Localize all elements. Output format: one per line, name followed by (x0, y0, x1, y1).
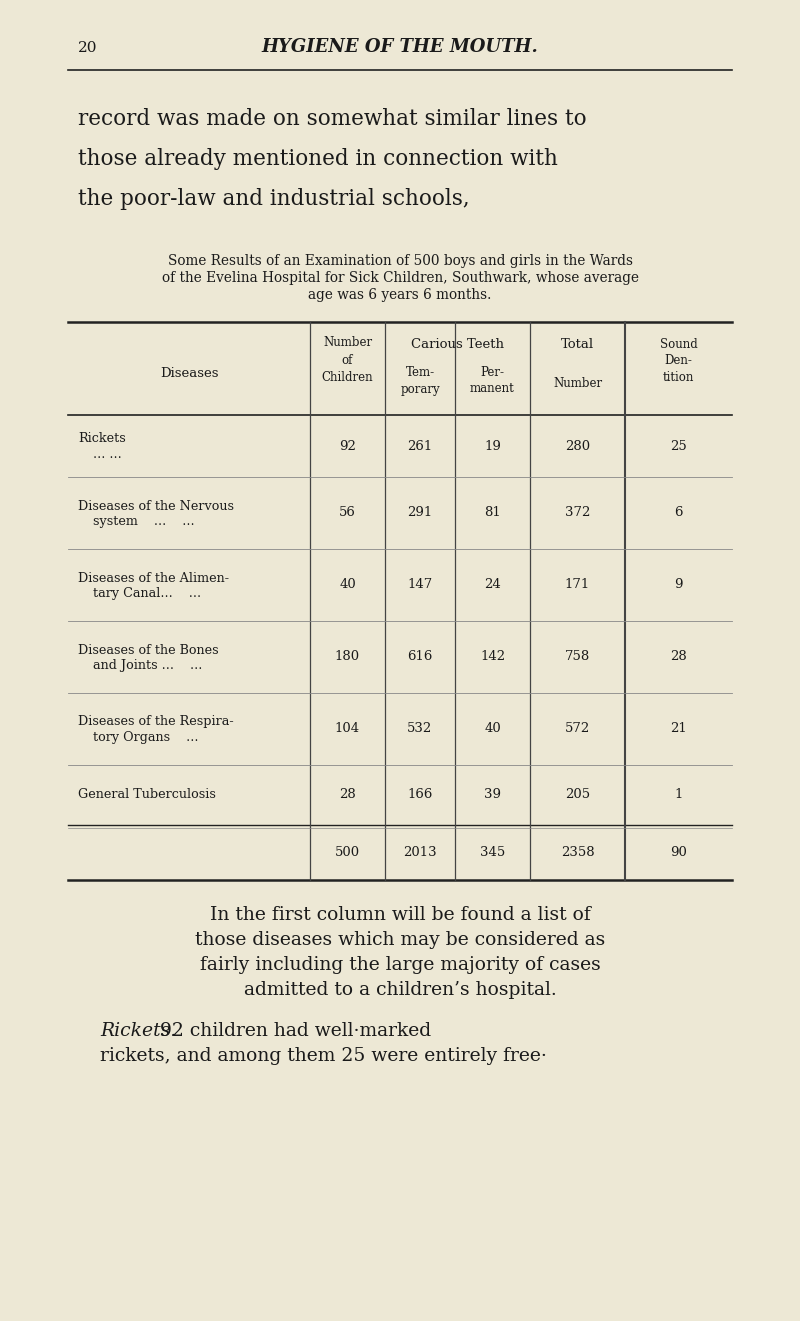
Text: General Tuberculosis: General Tuberculosis (78, 789, 216, 802)
Text: of the Evelina Hospital for Sick Children, Southwark, whose average: of the Evelina Hospital for Sick Childre… (162, 271, 638, 285)
Text: 372: 372 (565, 506, 590, 519)
Text: 291: 291 (407, 506, 433, 519)
Text: those diseases which may be considered as: those diseases which may be considered a… (195, 931, 605, 948)
Text: 56: 56 (339, 506, 356, 519)
Text: 205: 205 (565, 789, 590, 802)
Text: Diseases of the Nervous: Diseases of the Nervous (78, 499, 234, 513)
Text: record was made on somewhat similar lines to: record was made on somewhat similar line… (78, 108, 586, 129)
Text: Diseases of the Respira-: Diseases of the Respira- (78, 716, 234, 728)
Text: 25: 25 (670, 440, 687, 453)
Text: ... ...: ... ... (93, 449, 122, 461)
Text: 104: 104 (335, 723, 360, 736)
Text: age was 6 years 6 months.: age was 6 years 6 months. (308, 288, 492, 303)
Text: and Joints ...    ...: and Joints ... ... (93, 659, 202, 672)
Text: Number
of
Children: Number of Children (322, 336, 374, 384)
Text: 40: 40 (484, 723, 501, 736)
Text: tary Canal...    ...: tary Canal... ... (93, 588, 201, 601)
Text: Per-
manent: Per- manent (470, 366, 515, 395)
Text: 532: 532 (407, 723, 433, 736)
Text: 2358: 2358 (561, 845, 594, 859)
Text: 166: 166 (407, 789, 433, 802)
Text: 280: 280 (565, 440, 590, 453)
Text: admitted to a children’s hospital.: admitted to a children’s hospital. (244, 982, 556, 999)
Text: system    ...    ...: system ... ... (93, 515, 194, 528)
Text: Diseases of the Alimen-: Diseases of the Alimen- (78, 572, 229, 584)
Text: 92: 92 (339, 440, 356, 453)
Text: 90: 90 (670, 845, 687, 859)
Text: the poor-law and industrial schools,: the poor-law and industrial schools, (78, 188, 470, 210)
Text: 28: 28 (339, 789, 356, 802)
Text: Tem-
porary: Tem- porary (400, 366, 440, 395)
Text: 24: 24 (484, 579, 501, 592)
Text: fairly including the large majority of cases: fairly including the large majority of c… (200, 956, 600, 974)
Text: 19: 19 (484, 440, 501, 453)
Text: In the first column will be found a list of: In the first column will be found a list… (210, 906, 590, 923)
Text: 9: 9 (674, 579, 682, 592)
Text: tory Organs    ...: tory Organs ... (93, 732, 198, 745)
Text: 345: 345 (480, 845, 505, 859)
Text: 616: 616 (407, 650, 433, 663)
Text: 81: 81 (484, 506, 501, 519)
Text: 21: 21 (670, 723, 687, 736)
Text: Carious Teeth: Carious Teeth (411, 338, 504, 351)
Text: Diseases of the Bones: Diseases of the Bones (78, 643, 218, 657)
Text: 1: 1 (674, 789, 682, 802)
Text: 2013: 2013 (403, 845, 437, 859)
Text: 500: 500 (335, 845, 360, 859)
Text: 142: 142 (480, 650, 505, 663)
Text: 20: 20 (78, 41, 98, 55)
Text: 171: 171 (565, 579, 590, 592)
Text: Diseases: Diseases (160, 367, 218, 380)
Text: 572: 572 (565, 723, 590, 736)
Text: Some Results of an Examination of 500 boys and girls in the Wards: Some Results of an Examination of 500 bo… (167, 254, 633, 268)
Text: 147: 147 (407, 579, 433, 592)
Text: 180: 180 (335, 650, 360, 663)
Text: 28: 28 (670, 650, 687, 663)
Text: Rickets: Rickets (78, 432, 126, 445)
Text: 758: 758 (565, 650, 590, 663)
Text: 92 children had well·marked: 92 children had well·marked (154, 1022, 431, 1040)
Text: 6: 6 (674, 506, 682, 519)
Text: Number: Number (553, 376, 602, 390)
Text: Rickets.: Rickets. (100, 1022, 176, 1040)
Text: those already mentioned in connection with: those already mentioned in connection wi… (78, 148, 558, 170)
Text: 40: 40 (339, 579, 356, 592)
Text: rickets, and among them 25 were entirely free·: rickets, and among them 25 were entirely… (100, 1048, 547, 1065)
Text: Total: Total (561, 338, 594, 351)
Text: Sound
Den-
tition: Sound Den- tition (660, 338, 698, 384)
Text: 39: 39 (484, 789, 501, 802)
Text: 261: 261 (407, 440, 433, 453)
Text: HYGIENE OF THE MOUTH.: HYGIENE OF THE MOUTH. (262, 38, 538, 55)
